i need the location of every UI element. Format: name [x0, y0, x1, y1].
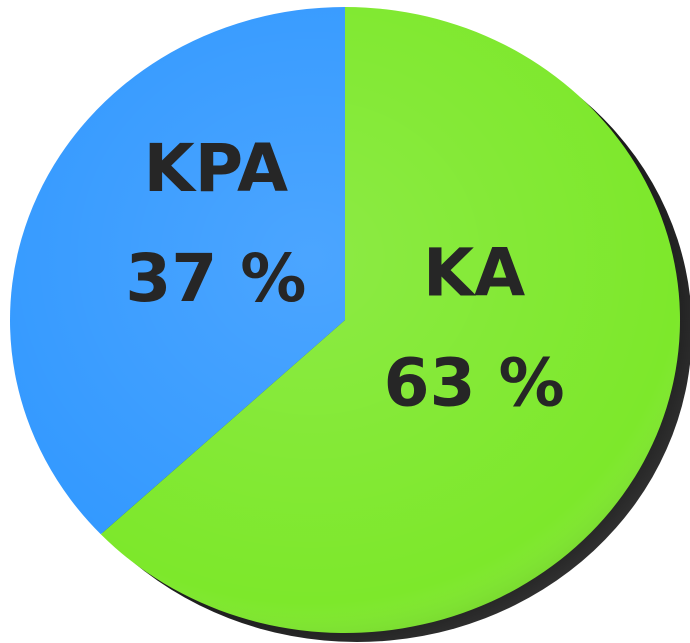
labels: KA 63 % KPA 37 % [125, 130, 564, 421]
slice-value-label: 63 % [384, 344, 565, 421]
slice-value-label: 37 % [125, 240, 306, 317]
slice-label: KPA [144, 130, 289, 207]
slice-label: KA [423, 234, 525, 311]
slices [10, 7, 680, 633]
